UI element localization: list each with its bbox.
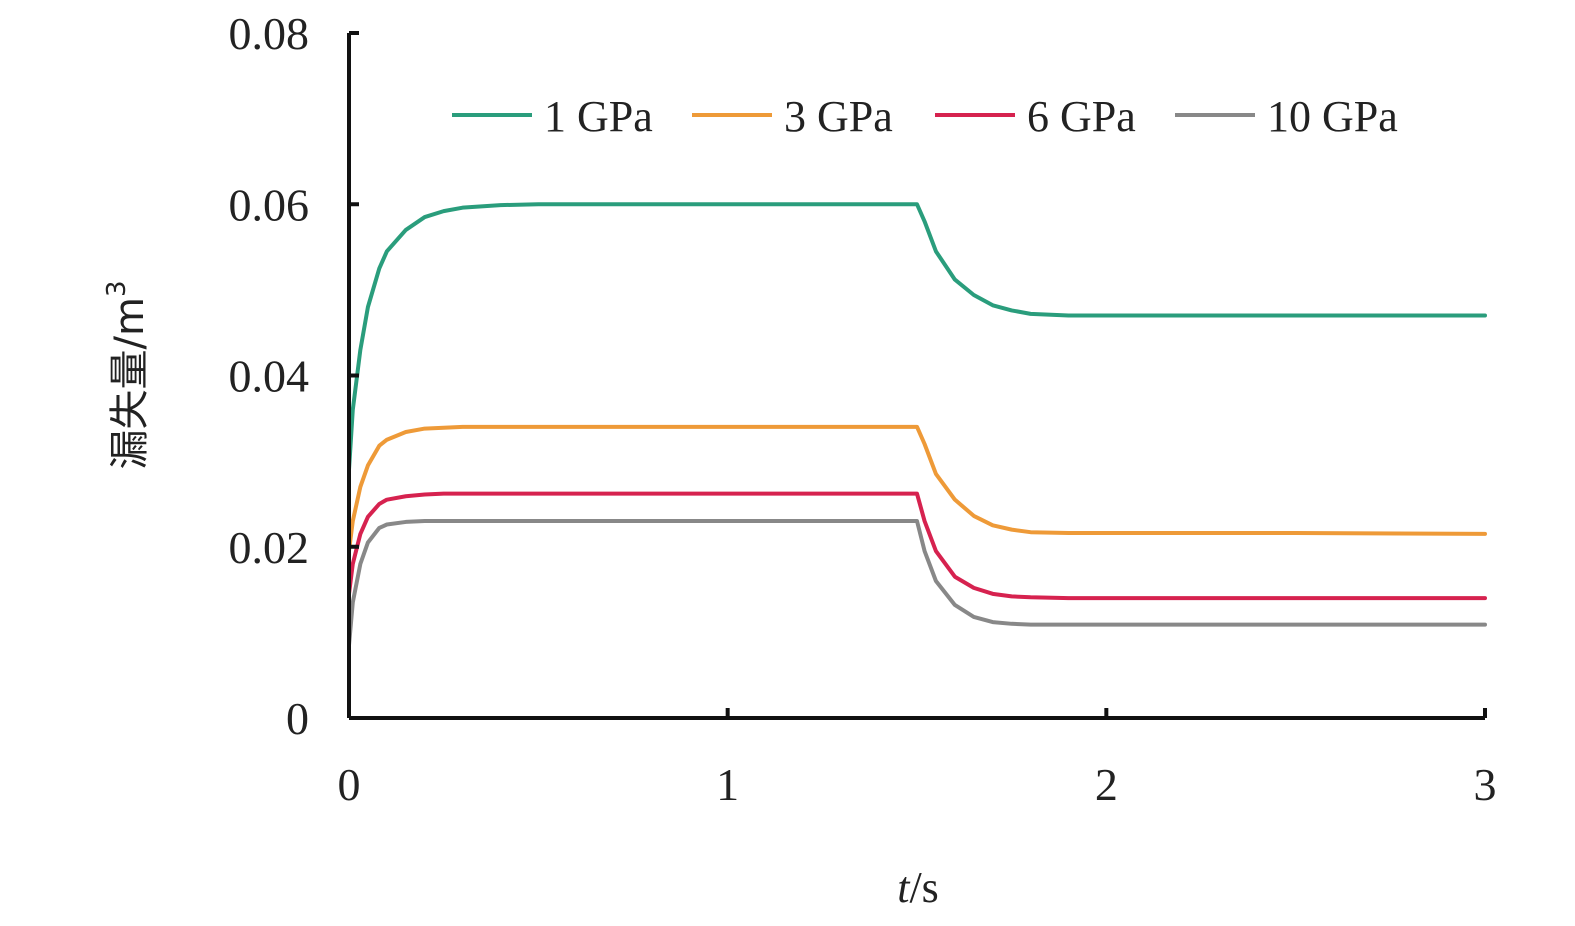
x-tick-label: 1: [716, 759, 739, 810]
series-line-6-gpa: [347, 491, 1487, 601]
legend-label-3-gpa: 3 GPa: [784, 92, 893, 141]
x-axis-title: t/s: [897, 863, 939, 912]
legend-label-6-gpa: 6 GPa: [1027, 92, 1136, 141]
x-tick-label: 2: [1095, 759, 1118, 810]
series-line-3-gpa: [347, 424, 1487, 554]
legend: 1 GPa 3 GPa 6 GPa 10 GPa: [452, 92, 1398, 141]
series-line-10-gpa: [347, 519, 1487, 648]
x-tick-label: 0: [338, 759, 361, 810]
series-layer: [347, 202, 1487, 648]
y-tick-label: 0.04: [229, 351, 310, 402]
axes-layer: 0 0.02 0.04 0.06 0.08 0 1 2 3: [229, 8, 1497, 810]
legend-label-10-gpa: 10 GPa: [1267, 92, 1398, 141]
series-line-1-gpa: [347, 202, 1487, 472]
y-tick-label: 0.02: [229, 522, 310, 573]
y-tick-label: 0.06: [229, 179, 310, 230]
y-axis-title-text: 漏失量/m: [107, 297, 153, 469]
x-axis-title-variable: t: [897, 863, 911, 912]
x-axis-title-unit: /s: [909, 863, 938, 912]
y-axis-title: 漏失量/m3: [102, 281, 153, 470]
legend-label-1-gpa: 1 GPa: [544, 92, 653, 141]
y-tick-label: 0: [286, 693, 309, 744]
y-tick-label: 0.08: [229, 8, 310, 59]
x-tick-label: 3: [1474, 759, 1497, 810]
y-axis-title-sup: 3: [102, 281, 132, 298]
